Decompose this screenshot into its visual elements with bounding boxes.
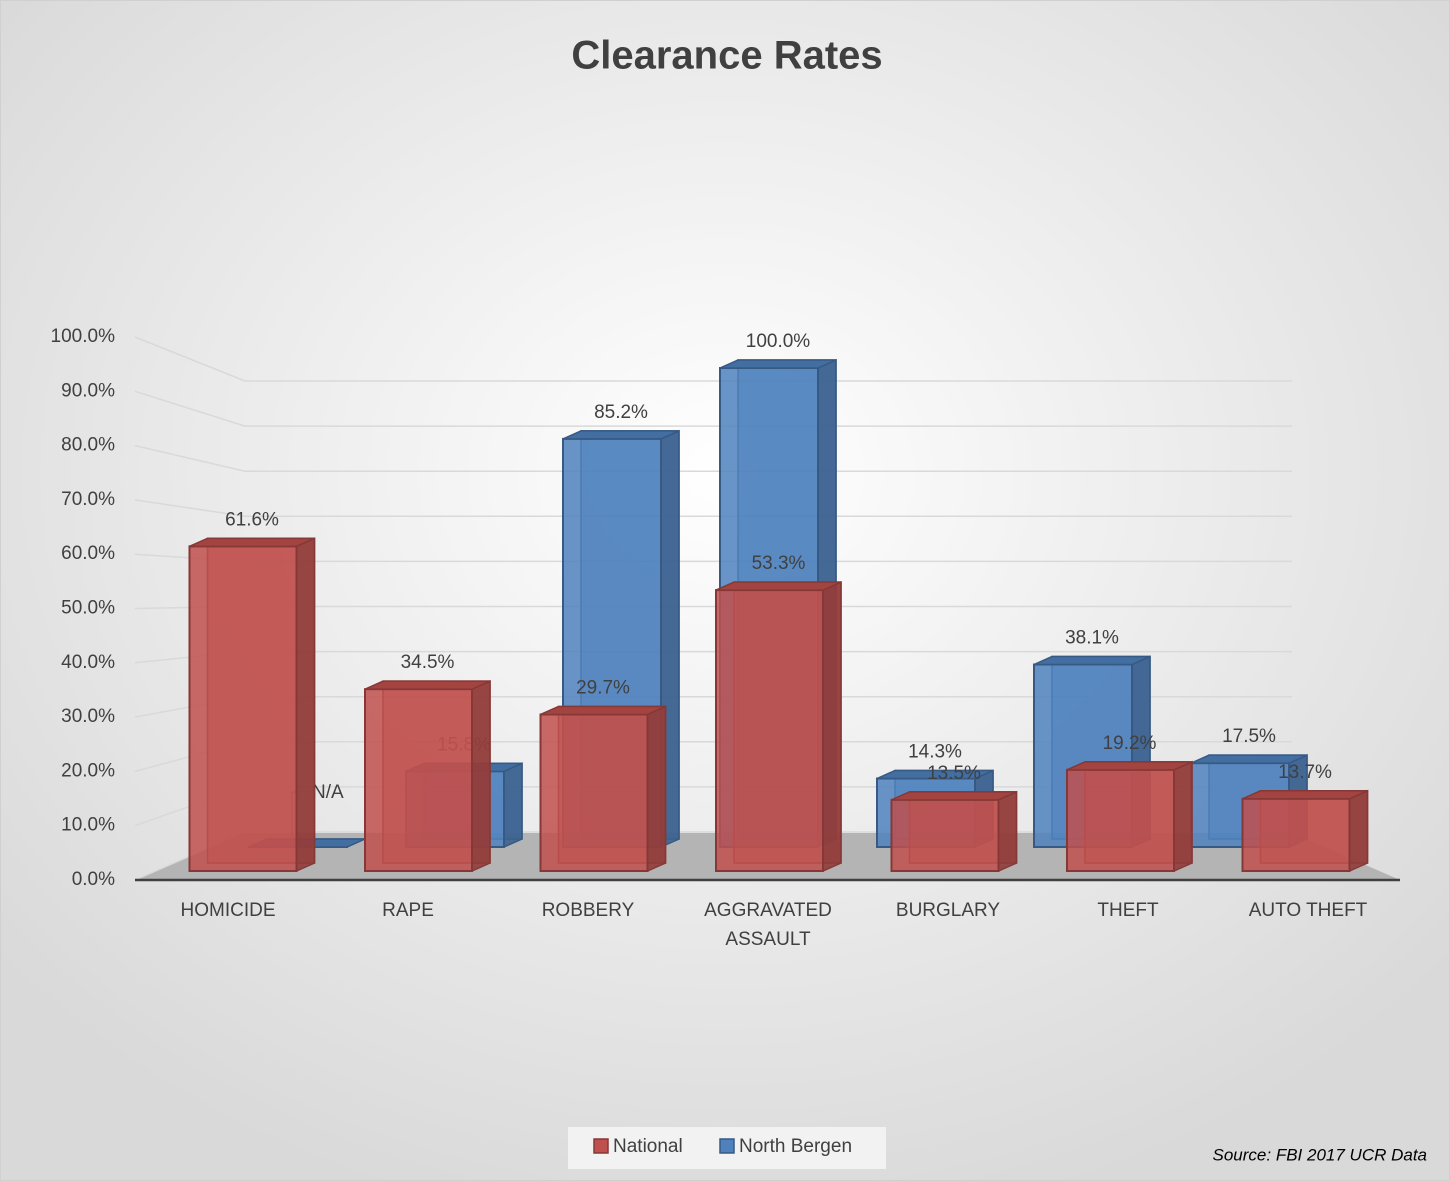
bar-top [1242, 790, 1368, 800]
bar-top [562, 430, 680, 440]
data-label: 14.3% [908, 742, 962, 763]
data-label: 38.1% [1065, 628, 1119, 649]
data-label: 19.2% [1103, 733, 1157, 754]
data-label: 34.5% [401, 652, 455, 673]
chart-title: Clearance Rates [571, 34, 882, 78]
x-tick-label: RAPE [382, 900, 434, 921]
bar-top [1033, 655, 1151, 666]
bar-side [822, 580, 842, 873]
data-label: 17.5% [1222, 726, 1276, 747]
y-tick-label: 60.0% [61, 543, 115, 564]
x-tick-label: ROBBERY [542, 900, 635, 921]
bar-top [540, 705, 666, 716]
bar-side [503, 762, 523, 849]
bar [539, 713, 649, 873]
grid-line [134, 444, 1292, 472]
y-tick-label: 10.0% [61, 815, 115, 836]
legend-label: North Bergen [739, 1136, 852, 1157]
bar [890, 798, 1000, 872]
bar-top [876, 769, 994, 780]
y-tick-label: 70.0% [61, 489, 115, 510]
x-tick-label: HOMICIDE [181, 900, 276, 921]
data-label: 13.5% [927, 763, 981, 784]
legend-swatch [719, 1138, 735, 1154]
x-tick-label: AUTO THEFT [1249, 900, 1368, 921]
data-label: 53.3% [752, 553, 806, 574]
bar-top [891, 791, 1017, 801]
grid-line [134, 390, 1292, 427]
source-note: Source: FBI 2017 UCR Data [1213, 1145, 1427, 1164]
y-tick-label: 0.0% [72, 869, 115, 890]
data-label: 100.0% [746, 331, 811, 352]
x-tick-label: THEFT [1097, 900, 1159, 921]
bar [1066, 768, 1175, 872]
grid-line [134, 336, 1292, 382]
bar-side [295, 537, 316, 873]
x-tick-label: AGGRAVATED ASSAULT [704, 900, 832, 950]
grid-line [134, 499, 1292, 518]
x-tick-label: BURGLARY [896, 900, 1001, 921]
data-label: 85.2% [594, 402, 648, 423]
bar [364, 688, 473, 872]
data-label: 13.7% [1278, 762, 1332, 783]
bar [1241, 797, 1351, 873]
y-tick-label: 100.0% [51, 326, 116, 347]
bar-top [364, 680, 491, 690]
bar-top [715, 581, 842, 591]
data-label: 61.6% [225, 509, 279, 530]
bar-top [1066, 761, 1193, 771]
bar-side [997, 790, 1018, 873]
bar-side [471, 680, 491, 873]
y-tick-label: 20.0% [61, 760, 115, 781]
data-label: 29.7% [576, 677, 630, 698]
y-tick-label: 30.0% [61, 706, 115, 727]
bar-side [646, 705, 667, 873]
y-tick-label: 90.0% [61, 380, 115, 401]
bar [188, 545, 298, 872]
bar-side [1173, 760, 1193, 873]
legend-swatch [593, 1138, 609, 1154]
legend-label: National [613, 1136, 683, 1157]
y-tick-label: 80.0% [61, 435, 115, 456]
bar-top [1190, 754, 1308, 764]
bar [715, 589, 824, 872]
bar-top [719, 359, 837, 369]
y-tick-label: 50.0% [61, 598, 115, 619]
y-tick-label: 40.0% [61, 652, 115, 673]
data-label: N/A [312, 782, 344, 803]
bar-top [189, 537, 315, 548]
bar-side [1348, 789, 1369, 873]
